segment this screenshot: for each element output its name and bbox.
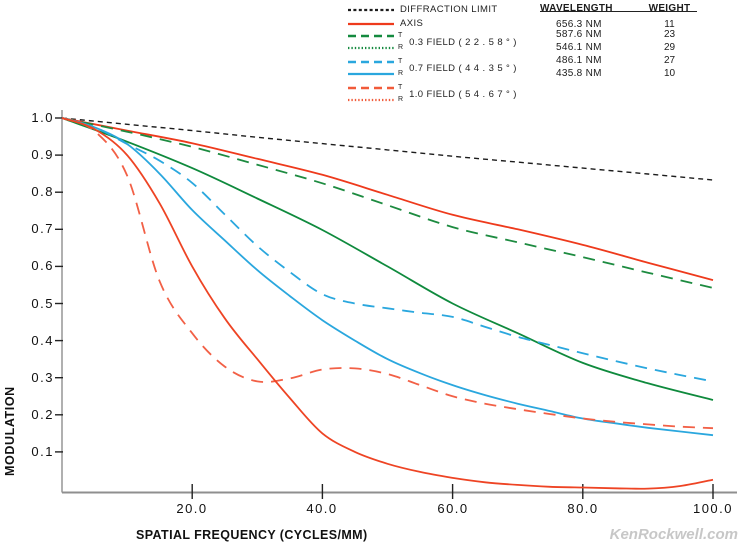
y-tick-label: 0.7 [31, 221, 54, 236]
y-tick-label: 0.2 [31, 407, 54, 422]
legend-label: 0.3 FIELD ( 2 2 . 5 8 ° ) [409, 36, 517, 48]
y-tick-label: 0.8 [31, 184, 54, 199]
y-tick-label: 0.9 [31, 147, 54, 162]
legend-item-axis: AXIS [348, 18, 423, 29]
tangential-radial-labels: T R [398, 32, 404, 51]
diffraction-limit-swatch [348, 8, 394, 11]
weight-value: 11 [664, 19, 675, 30]
x-tick-label: 80.0 [567, 501, 599, 516]
weight-value: 29 [663, 42, 676, 53]
field-0-3-swatch [348, 34, 394, 50]
x-tick-label: 60.0 [437, 501, 469, 516]
y-tick-label: 0.3 [31, 370, 54, 385]
curve-axis [61, 117, 714, 281]
legend-label: 1.0 FIELD ( 5 4 . 6 7 ° ) [409, 88, 517, 100]
curve-t-0.7-field [61, 117, 714, 383]
curve-r-0.7-field [61, 117, 714, 437]
legend-item-field-0-3: T R 0.3 FIELD ( 2 2 . 5 8 ° ) [348, 31, 517, 53]
tangential-radial-labels: T R [398, 84, 404, 103]
x-tick-label: 40.0 [306, 501, 338, 516]
wavelength-table: WAVELENGTH WEIGHT 656.3 NM 11 587.6 NM 2… [540, 3, 705, 81]
wavelength-value: 486.1 NM [556, 55, 602, 66]
wavelength-value: 546.1 NM [556, 42, 602, 53]
field-1-0-swatch [348, 86, 394, 102]
legend-item-field-1-0: T R 1.0 FIELD ( 5 4 . 6 7 ° ) [348, 83, 517, 105]
curve-diffraction-limit [61, 117, 714, 181]
chart-legend: DIFFRACTION LIMIT AXIS T R 0.3 FIELD ( 2… [348, 2, 558, 108]
legend-item-diffraction-limit: DIFFRACTION LIMIT [348, 4, 498, 15]
legend-item-field-0-7: T R 0.7 FIELD ( 4 4 . 3 5 ° ) [348, 57, 517, 79]
x-tick-label: 100.0 [692, 501, 734, 516]
weight-value: 23 [663, 29, 676, 40]
wavelength-value: 587.6 NM [556, 29, 602, 40]
y-tick-label: 0.6 [31, 258, 54, 273]
x-axis-title: SPATIAL FREQUENCY (CYCLES/MM) [136, 528, 368, 542]
weight-header: WEIGHT [642, 3, 697, 14]
legend-label: AXIS [400, 18, 424, 29]
y-tick-label: 0.5 [31, 296, 54, 311]
weight-value: 10 [663, 68, 676, 79]
curve-t-1.0-field [61, 117, 714, 430]
wavelength-value: 656.3 NM [556, 19, 602, 30]
y-tick-label: 1.0 [31, 110, 54, 125]
y-axis-title: MODULATION [3, 386, 17, 476]
weight-value: 27 [663, 55, 676, 66]
curve-r-1.0-field [61, 117, 714, 490]
legend-label: 0.7 FIELD ( 4 4 . 3 5 ° ) [409, 62, 517, 74]
curve-r-0.3-field [61, 117, 714, 401]
axis-swatch [348, 22, 394, 25]
x-tick-label: 20.0 [176, 501, 208, 516]
watermark: KenRockwell.com [609, 526, 738, 543]
legend-label: DIFFRACTION LIMIT [400, 4, 498, 15]
field-0-7-swatch [348, 60, 394, 76]
tangential-radial-labels: T R [398, 58, 404, 77]
wavelength-value: 435.8 NM [556, 68, 602, 79]
wavelength-header: WAVELENGTH [540, 3, 642, 14]
y-tick-label: 0.1 [31, 444, 54, 459]
y-tick-label: 0.4 [31, 333, 54, 348]
